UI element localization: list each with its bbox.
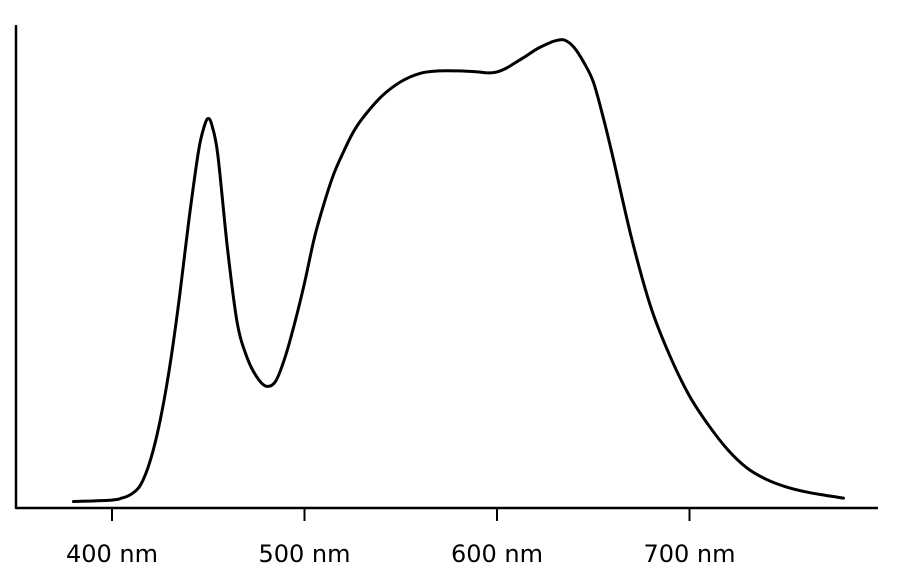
x-axis-ticks [111, 508, 691, 521]
spectrum-series-line [72, 38, 845, 504]
x-tick-label: 500 nm [258, 540, 350, 568]
x-tick-label: 400 nm [66, 540, 158, 568]
series-layer [72, 38, 845, 504]
x-axis-tick-labels: 400 nm 500 nm 600 nm 700 nm [66, 540, 736, 568]
x-tick-label: 700 nm [643, 540, 735, 568]
x-tick-label: 600 nm [451, 540, 543, 568]
